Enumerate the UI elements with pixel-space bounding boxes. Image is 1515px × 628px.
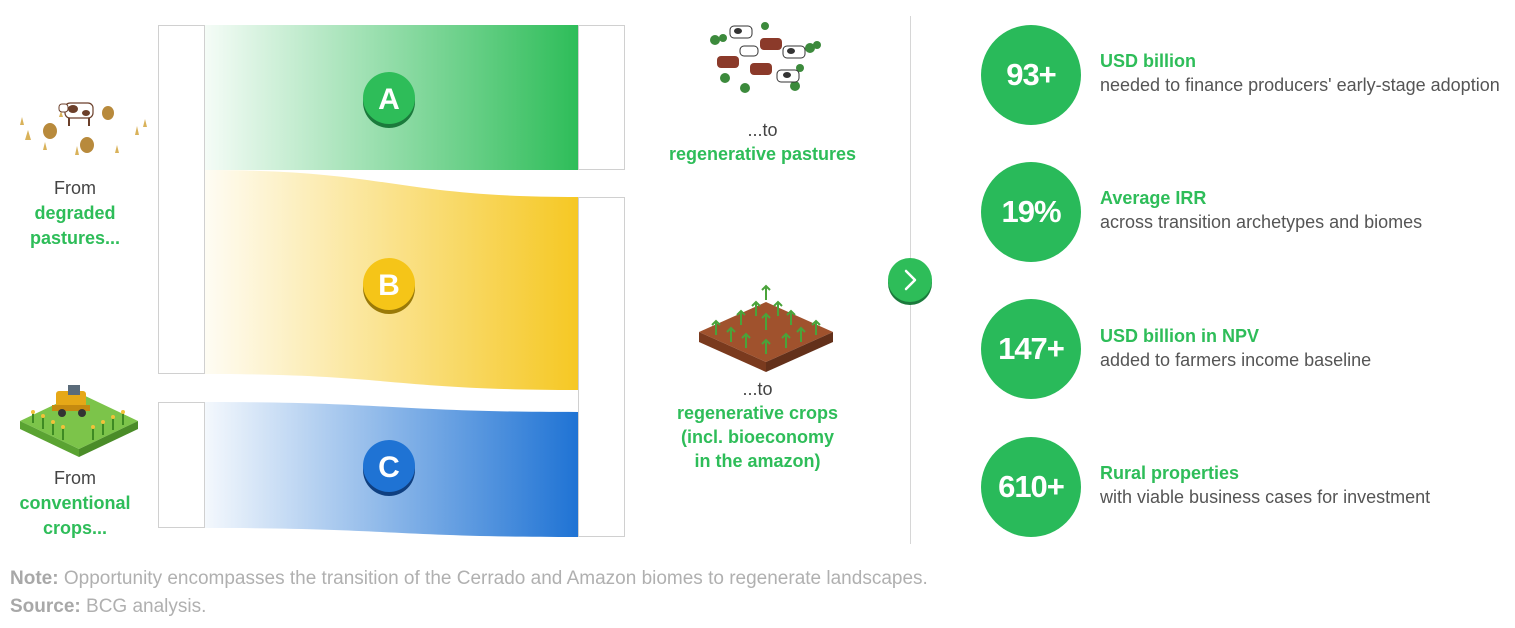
stat-value-circle: 93+ bbox=[981, 25, 1081, 125]
source-text: BCG analysis. bbox=[86, 596, 207, 617]
stat-value-circle: 19% bbox=[981, 162, 1081, 262]
source-highlight: conventional bbox=[19, 493, 131, 513]
stat-title: Rural properties bbox=[1100, 463, 1240, 483]
source-prefix: From bbox=[54, 468, 96, 488]
destination-highlight: regenerative crops bbox=[676, 403, 839, 423]
source-node-degraded-pastures bbox=[158, 25, 205, 374]
chevron-right-icon bbox=[888, 258, 932, 305]
footnote-note: Note: Opportunity encompasses the transi… bbox=[10, 565, 928, 593]
badge-fill bbox=[363, 72, 415, 124]
stat-text-block: Average IRR across transition archetypes… bbox=[1100, 186, 1422, 234]
stat-description: needed to finance producers' early-stage… bbox=[1100, 75, 1500, 95]
badge-letter: B bbox=[378, 269, 400, 302]
destination-label-regenerative-crops: ...to regenerative crops (incl. bioecono… bbox=[650, 377, 865, 473]
stat-description: with viable business cases for investmen… bbox=[1100, 487, 1431, 507]
stat-title: USD billion in NPV bbox=[1100, 326, 1260, 346]
destination-prefix: ...to bbox=[742, 379, 773, 399]
source-highlight: crops... bbox=[42, 518, 108, 538]
stat-description: across transition archetypes and biomes bbox=[1100, 212, 1423, 232]
badge-a-icon: A bbox=[363, 72, 415, 128]
source-label-degraded-pastures: From degraded pastures... bbox=[0, 176, 150, 251]
regenerative-crops-field-illustration bbox=[699, 284, 833, 372]
stat-text-block: Rural properties with viable business ca… bbox=[1100, 461, 1430, 509]
stat-value-circle: 147+ bbox=[981, 299, 1081, 399]
source-prefix: From bbox=[54, 178, 96, 198]
stat-description: added to farmers income baseline bbox=[1100, 350, 1372, 370]
source-highlight: degraded bbox=[34, 203, 116, 223]
regenerative-pasture-cattle-illustration bbox=[710, 22, 821, 93]
badge-letter: A bbox=[378, 83, 400, 116]
source-label-conventional-crops: From conventional crops... bbox=[0, 466, 150, 541]
stat-value-circle: 610+ bbox=[981, 437, 1081, 537]
stat-text-block: USD billion needed to finance producers'… bbox=[1100, 49, 1500, 97]
harvester-crop-field-illustration bbox=[20, 385, 138, 457]
badge-c-icon: C bbox=[363, 440, 415, 496]
cattle-on-degraded-pasture-illustration bbox=[20, 102, 147, 155]
stat-title: Average IRR bbox=[1100, 188, 1207, 208]
note-text: Opportunity encompasses the transition o… bbox=[63, 568, 928, 589]
source-node-conventional-crops bbox=[158, 402, 205, 528]
badge-b-icon: B bbox=[363, 258, 415, 314]
note-label: Note: bbox=[10, 568, 59, 589]
footnote-source: Source: BCG analysis. bbox=[10, 593, 206, 621]
destination-label-regenerative-pastures: ...to regenerative pastures bbox=[650, 118, 875, 166]
destination-prefix: ...to bbox=[747, 120, 778, 140]
stat-text-block: USD billion in NPV added to farmers inco… bbox=[1100, 324, 1371, 372]
source-highlight: pastures... bbox=[29, 228, 121, 248]
destination-highlight: in the amazon) bbox=[694, 451, 821, 471]
destination-node-regenerative-crops bbox=[578, 197, 625, 537]
destination-highlight: regenerative pastures bbox=[668, 144, 857, 164]
destination-node-regenerative-pastures bbox=[578, 25, 625, 170]
source-label: Source: bbox=[10, 596, 81, 617]
destination-highlight: (incl. bioeconomy bbox=[680, 427, 835, 447]
badge-letter: C bbox=[378, 451, 400, 484]
stat-title: USD billion bbox=[1100, 51, 1196, 71]
